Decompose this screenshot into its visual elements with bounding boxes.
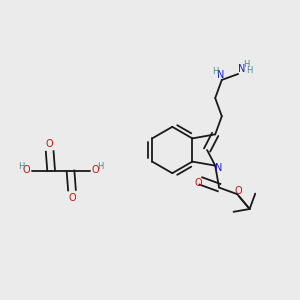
Text: H: H	[243, 60, 250, 69]
Text: O: O	[91, 165, 99, 175]
Text: O: O	[45, 139, 53, 148]
Text: N: N	[238, 64, 245, 74]
Text: H: H	[212, 67, 218, 76]
Text: H: H	[19, 162, 25, 171]
Text: O: O	[235, 186, 242, 196]
Text: O: O	[23, 165, 30, 175]
Text: H: H	[246, 66, 253, 75]
Text: H: H	[97, 162, 103, 171]
Text: N: N	[215, 163, 223, 173]
Text: N: N	[217, 70, 225, 80]
Text: O: O	[69, 193, 76, 203]
Text: O: O	[194, 178, 202, 188]
